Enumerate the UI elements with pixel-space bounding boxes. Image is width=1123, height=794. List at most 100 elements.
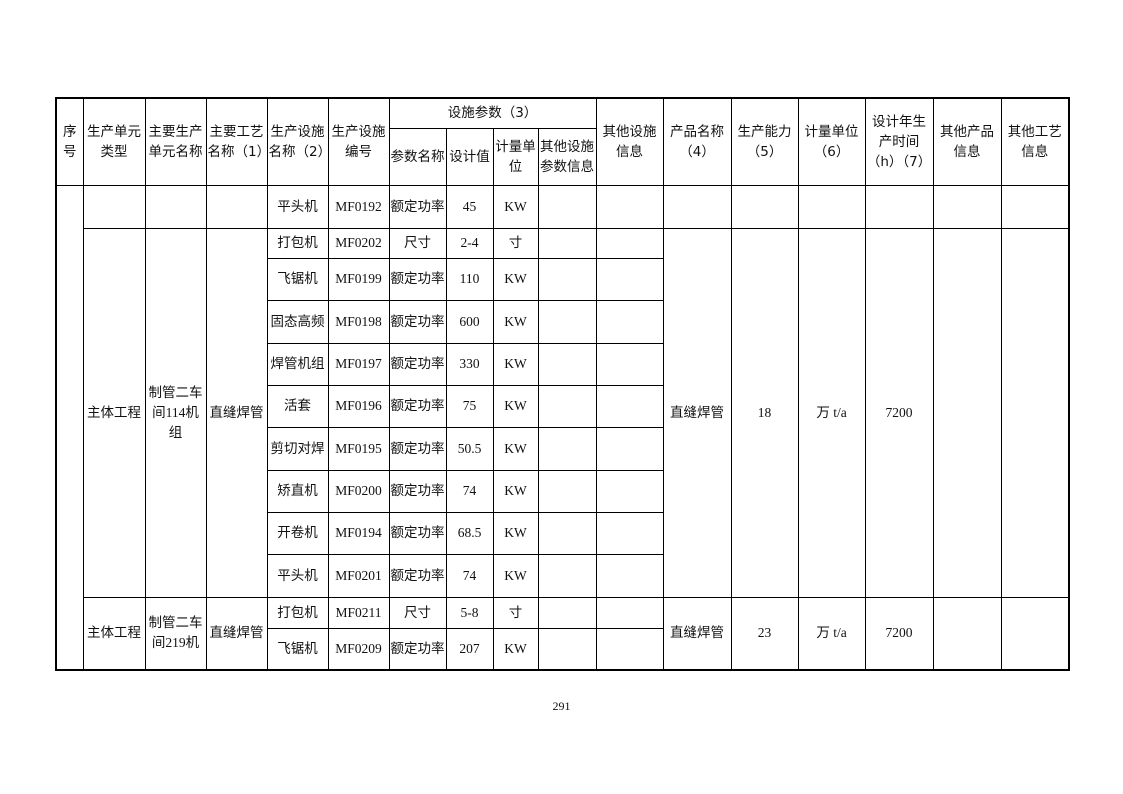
other-param-info-cell — [537, 257, 597, 301]
facility-name-cell: 平头机 — [266, 553, 329, 598]
unit-type-cell: 主体工程 — [82, 596, 146, 671]
facility-name-cell: 打包机 — [266, 596, 329, 629]
design-value-cell: 74 — [445, 553, 494, 598]
facility-name-cell: 打包机 — [266, 227, 329, 259]
table-row: 主体工程 制管二车间114机组 直缝焊管 打包机 MF0202 尺寸 2-4 寸直缝焊管 18 万… — [56, 227, 1070, 598]
param-name-cell: 额定功率 — [388, 553, 447, 598]
facility-code-cell: MF0199 — [327, 257, 390, 301]
unit-type-cell: 主体工程 — [82, 227, 146, 598]
other-param-info-cell — [537, 426, 597, 471]
facility-name-cell: 活套 — [266, 384, 329, 428]
process-name-cell — [205, 184, 268, 229]
header-process-name: 主要工艺名称（1） — [205, 97, 268, 186]
facility-name-cell: 剪切对焊 — [266, 426, 329, 471]
other-facility-info-cell — [595, 299, 664, 344]
param-name-cell: 额定功率 — [388, 299, 447, 344]
emission-permit-facility-table: 序号 生产单元类型 主要生产单元名称 主要工艺名称（1） 生产设施名称（2） 生… — [55, 97, 1071, 671]
table-row: 开卷机 MF0194 额定功率 68.5 KW — [56, 511, 1069, 555]
design-value-cell: 600 — [445, 299, 494, 344]
param-name-cell: 尺寸 — [388, 227, 447, 259]
header-capacity-unit: 计量单位（6） — [797, 97, 866, 186]
facility-name-cell: 开卷机 — [266, 511, 329, 555]
facility-code-cell: MF0200 — [327, 469, 390, 513]
other-param-info-cell — [537, 384, 597, 428]
table-body: 平头机 MF0192 额定功率 45 KW 主体工程 制管二车间114机组 直缝焊管 打包机 MF… — [55, 184, 1070, 671]
table-row: 主体工程 制管二车间219机 直缝焊管 打包机 MF0211 尺寸 5-8 寸直缝焊管 23 万 … — [56, 596, 1070, 671]
other-param-info-cell — [537, 342, 597, 386]
param-unit-cell: KW — [492, 257, 539, 301]
capacity-cell — [730, 184, 799, 229]
design-value-cell: 207 — [445, 627, 494, 671]
design-value-cell: 68.5 — [445, 511, 494, 555]
design-value-cell: 110 — [445, 257, 494, 301]
product-name-cell: 直缝焊管 — [662, 227, 732, 598]
other-param-info-cell — [537, 627, 597, 671]
unit-name-cell: 制管二车间114机组 — [144, 227, 207, 598]
other-process-info-cell — [1000, 596, 1070, 671]
param-name-cell: 额定功率 — [388, 511, 447, 555]
header-design-value: 设计值 — [445, 127, 494, 186]
param-unit-cell: 寸 — [492, 227, 539, 259]
param-unit-cell: KW — [492, 299, 539, 344]
process-name-cell: 直缝焊管 — [205, 596, 268, 671]
other-product-info-cell — [932, 596, 1002, 671]
other-facility-info-cell — [595, 227, 664, 259]
facility-code-cell: MF0202 — [327, 227, 390, 259]
design-value-cell: 50.5 — [445, 426, 494, 471]
facility-name-cell: 固态高频 — [266, 299, 329, 344]
capacity-cell: 23 — [730, 596, 799, 671]
other-facility-info-cell — [595, 426, 664, 471]
table-row: 平头机 MF0192 额定功率 45 KW — [55, 184, 1070, 671]
other-param-info-cell — [537, 299, 597, 344]
other-param-info-cell — [537, 184, 597, 229]
header-seq: 序号 — [55, 97, 84, 186]
facility-code-cell: MF0194 — [327, 511, 390, 555]
facility-code-cell: MF0192 — [327, 184, 390, 229]
param-unit-cell: KW — [492, 469, 539, 513]
other-param-info-cell — [537, 553, 597, 598]
other-facility-info-cell — [595, 257, 664, 301]
param-unit-cell: 寸 — [492, 596, 539, 629]
facility-code-cell: MF0196 — [327, 384, 390, 428]
process-name-cell: 直缝焊管 — [205, 227, 268, 598]
other-facility-info-cell — [595, 596, 664, 629]
page-number: 291 — [552, 699, 571, 713]
table-row: 矫直机 MF0200 额定功率 74 KW — [56, 469, 1069, 513]
facility-name-cell: 飞锯机 — [266, 627, 329, 671]
table-row: 飞锯机 MF0209 额定功率 207 KW — [56, 627, 1069, 671]
facility-code-cell: MF0209 — [327, 627, 390, 671]
header-params-group: 设施参数（3） — [388, 97, 597, 129]
header-unit-type: 生产单元类型 — [82, 97, 146, 186]
param-name-cell: 额定功率 — [388, 627, 447, 671]
facility-code-cell: MF0198 — [327, 299, 390, 344]
other-process-info-cell — [1000, 227, 1070, 598]
other-param-info-cell — [537, 511, 597, 555]
param-unit-cell: KW — [492, 384, 539, 428]
capacity-unit-cell: 万 t/a — [797, 227, 866, 598]
header-other-process-info: 其他工艺信息 — [1000, 97, 1070, 186]
design-value-cell: 5-8 — [445, 596, 494, 629]
param-unit-cell: KW — [492, 184, 539, 229]
table-row: 焊管机组 MF0197 额定功率 330 KW — [56, 342, 1069, 386]
header-other-param-info: 其他设施参数信息 — [537, 127, 597, 186]
header-capacity: 生产能力（5） — [730, 97, 799, 186]
header-unit-name: 主要生产单元名称 — [144, 97, 207, 186]
other-facility-info-cell — [595, 511, 664, 555]
other-param-info-cell — [537, 596, 597, 629]
facility-name-cell: 飞锯机 — [266, 257, 329, 301]
other-param-info-cell — [537, 469, 597, 513]
unit-name-cell: 制管二车间219机 — [144, 596, 207, 671]
facility-name-cell: 焊管机组 — [266, 342, 329, 386]
other-facility-info-cell — [595, 342, 664, 386]
design-value-cell: 45 — [445, 184, 494, 229]
header-param-unit: 计量单位 — [492, 127, 539, 186]
header-design-hours: 设计年生产时间（h）（7） — [864, 97, 934, 186]
capacity-unit-cell — [797, 184, 866, 229]
product-name-cell: 直缝焊管 — [662, 596, 732, 671]
unit-type-cell — [82, 184, 146, 229]
header-facility-code: 生产设施编号 — [327, 97, 390, 186]
other-facility-info-cell — [595, 627, 664, 671]
table-row: 固态高频 MF0198 额定功率 600 KW — [56, 299, 1069, 344]
facility-code-cell: MF0195 — [327, 426, 390, 471]
facility-code-cell: MF0197 — [327, 342, 390, 386]
